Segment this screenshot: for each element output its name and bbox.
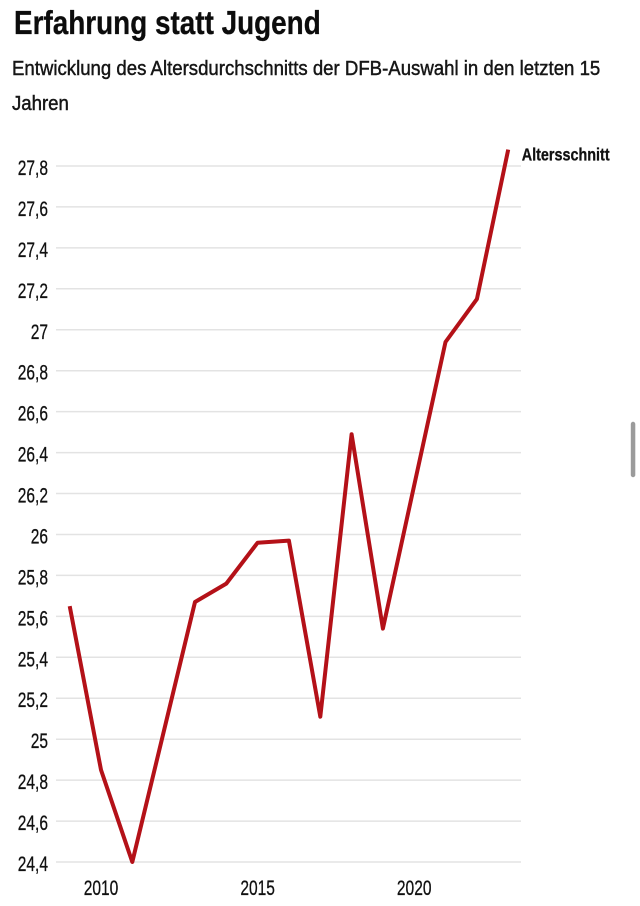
svg-text:Altersschnitt: Altersschnitt	[522, 145, 610, 165]
svg-text:2020: 2020	[397, 875, 432, 899]
svg-text:25: 25	[31, 729, 48, 753]
svg-text:27,8: 27,8	[18, 156, 48, 180]
svg-text:26,4: 26,4	[18, 442, 48, 466]
svg-text:26,6: 26,6	[18, 401, 48, 425]
svg-text:25,4: 25,4	[18, 647, 48, 671]
svg-text:27,4: 27,4	[18, 238, 48, 262]
svg-text:24,8: 24,8	[18, 770, 48, 794]
svg-text:26,2: 26,2	[18, 483, 48, 507]
svg-text:24,6: 24,6	[18, 811, 48, 835]
svg-text:27,2: 27,2	[18, 278, 48, 302]
svg-text:27,6: 27,6	[18, 197, 48, 221]
svg-text:24,4: 24,4	[18, 852, 48, 876]
svg-text:25,2: 25,2	[18, 688, 48, 712]
svg-text:26: 26	[31, 524, 48, 548]
svg-text:25,8: 25,8	[18, 565, 48, 589]
svg-text:2015: 2015	[240, 875, 275, 899]
svg-text:25,6: 25,6	[18, 606, 48, 630]
svg-text:2010: 2010	[84, 875, 119, 899]
svg-text:26,8: 26,8	[18, 360, 48, 384]
svg-text:27: 27	[31, 319, 48, 343]
